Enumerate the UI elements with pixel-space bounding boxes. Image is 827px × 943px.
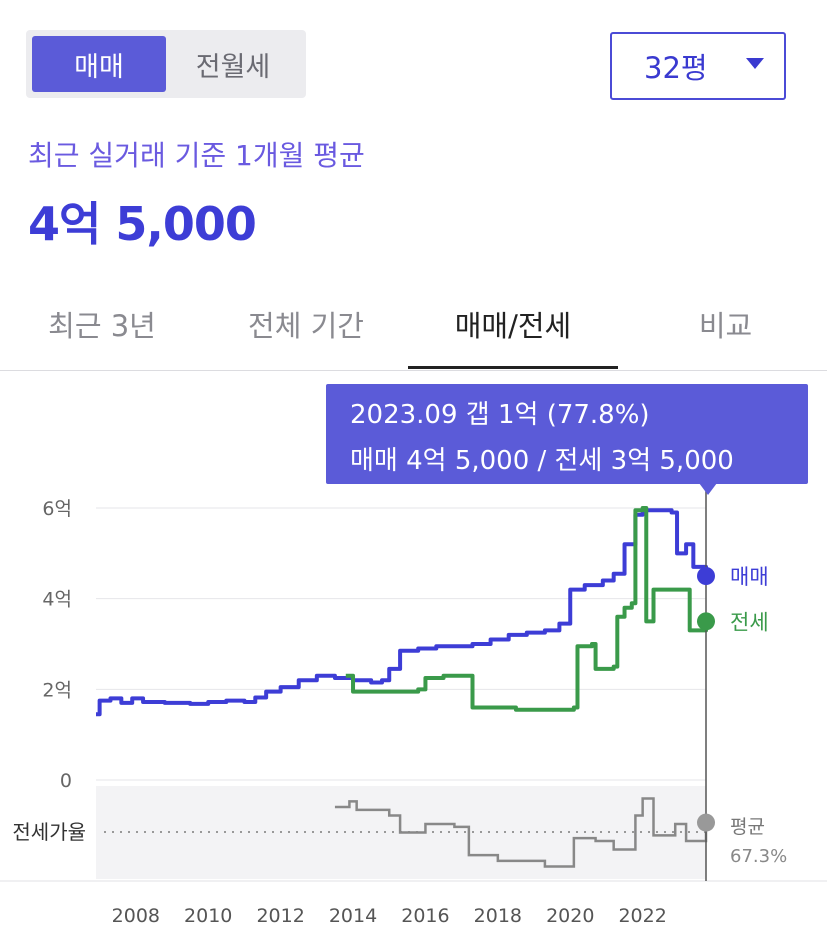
tab-compare[interactable]: 비교	[698, 309, 753, 343]
sale-series-label: 매매	[730, 565, 769, 589]
tooltip-price-line: 매매 4억 5,000 / 전세 3억 5,000	[350, 446, 734, 476]
jeonse-price-line	[345, 506, 708, 712]
ratio-axis-label: 전세가율	[12, 820, 86, 844]
average-price: 4억 5,000	[28, 197, 257, 251]
jeonse-ratio-line	[334, 797, 708, 868]
x-tick-label: 2022	[618, 905, 666, 927]
x-tick-label: 2012	[256, 905, 304, 927]
x-tick-label: 2016	[401, 905, 449, 927]
ratio-end-marker	[697, 813, 715, 832]
y-tick-label: 4억	[42, 589, 72, 611]
tooltip-arrow	[699, 483, 717, 495]
tab-all-period[interactable]: 전체 기간	[248, 309, 364, 343]
tab-sale-jeonse[interactable]: 매매/전세	[408, 282, 618, 369]
x-tick-label: 2020	[546, 905, 594, 927]
y-tick-label: 2억	[42, 679, 72, 701]
size-select[interactable]: 32평	[610, 32, 786, 100]
ratio-avg-value: 67.3%	[730, 846, 787, 867]
sale-end-marker	[697, 567, 715, 585]
price-subtitle: 최근 실거래 기준 1개월 평균	[28, 139, 365, 172]
tabs-divider	[0, 370, 827, 371]
y-tick-label: 6억	[42, 498, 72, 520]
x-tick-label: 2010	[184, 905, 232, 927]
x-tick-label: 2008	[112, 905, 160, 927]
period-tabs: 최근 3년 전체 기간 매매/전세 비교	[0, 282, 827, 372]
sale-toggle-button[interactable]: 매매	[32, 36, 166, 92]
size-select-value: 32평	[644, 51, 708, 85]
tooltip-gap-line: 2023.09 갭 1억 (77.8%)	[350, 400, 650, 430]
jeonse-series-label: 전세	[730, 610, 769, 634]
ratio-avg-label: 평균	[730, 816, 765, 838]
y-tick-label: 0	[60, 770, 72, 792]
sale-price-line	[96, 508, 708, 717]
jeonse-end-marker	[697, 612, 715, 631]
tab-recent-3y[interactable]: 최근 3년	[48, 309, 156, 343]
trade-type-toggle: 매매 전월세	[26, 30, 306, 98]
lease-toggle-button[interactable]: 전월세	[195, 51, 271, 83]
chart-tooltip: 2023.09 갭 1억 (77.8%) 매매 4억 5,000 / 전세 3억…	[326, 384, 808, 484]
x-tick-label: 2014	[329, 905, 377, 927]
chevron-down-icon	[746, 58, 764, 69]
x-tick-label: 2018	[474, 905, 522, 927]
